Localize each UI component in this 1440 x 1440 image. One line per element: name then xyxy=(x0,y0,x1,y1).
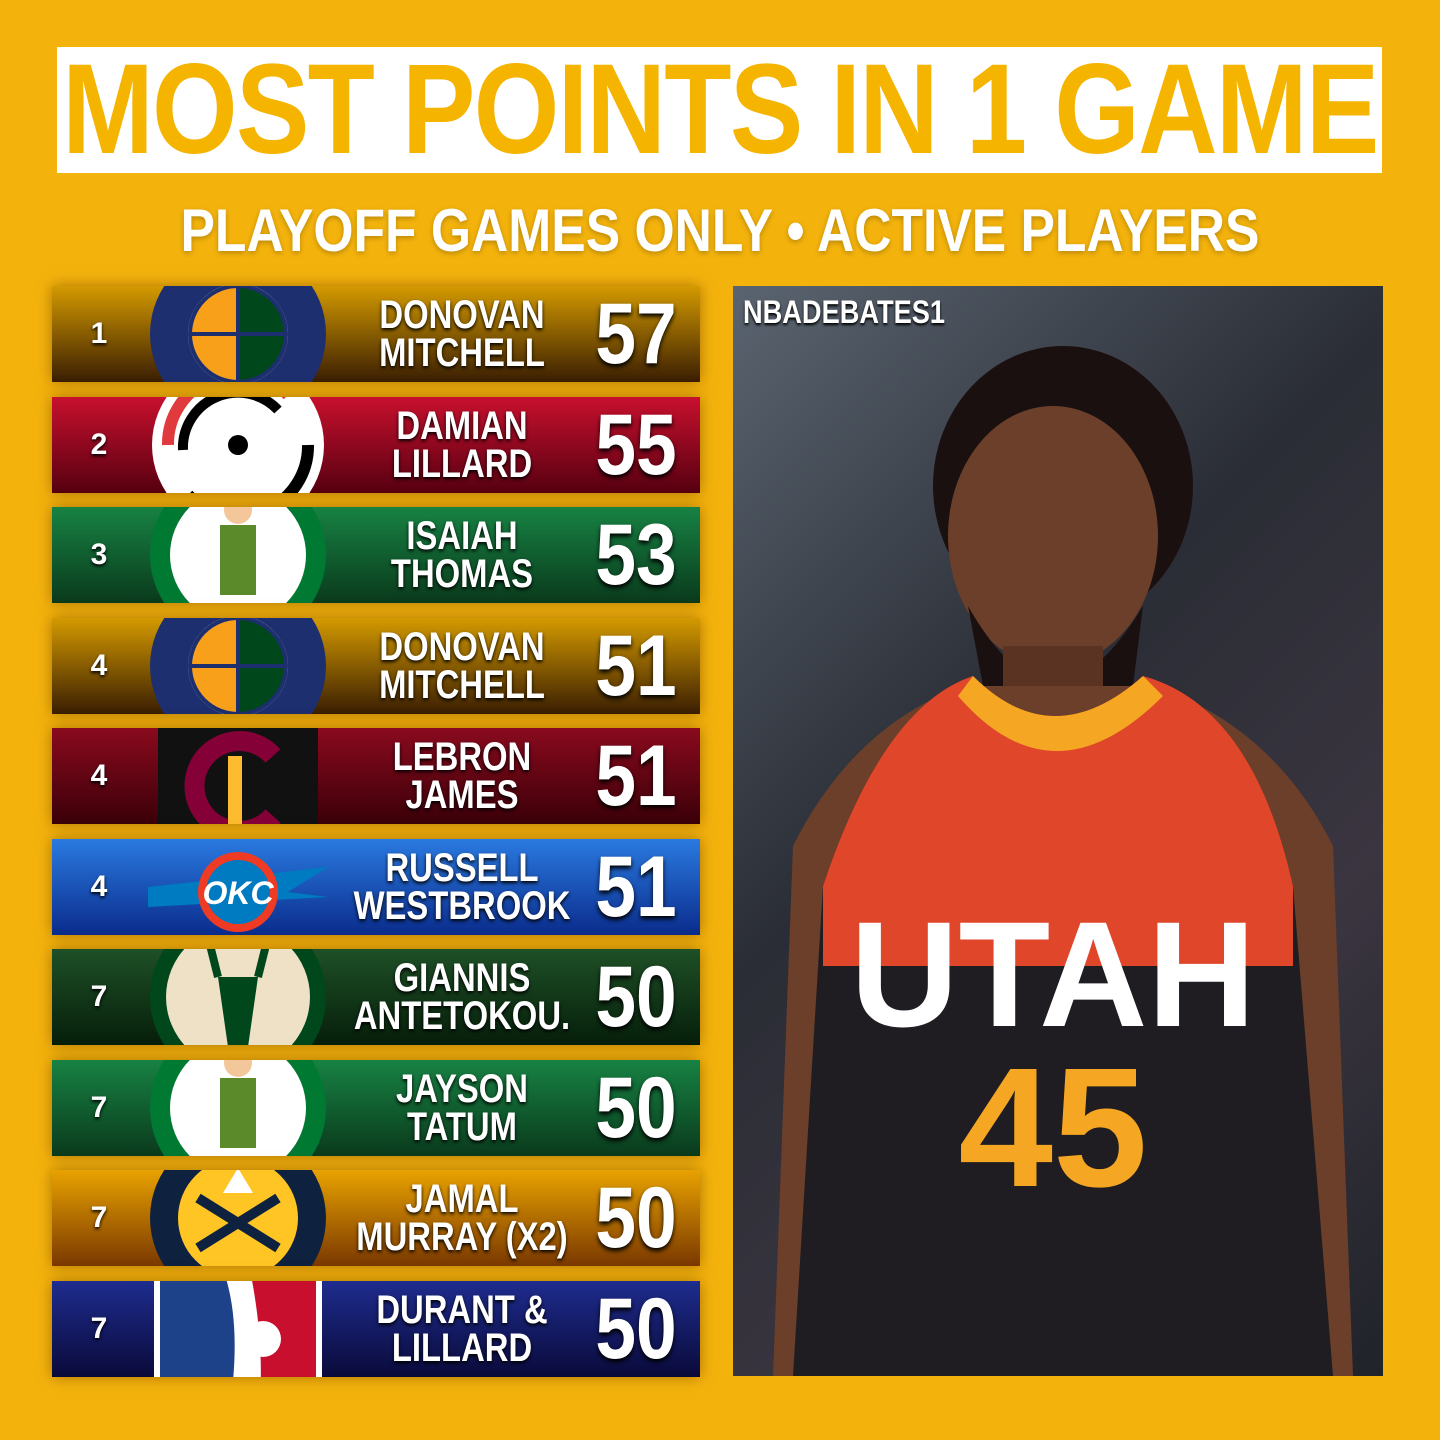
ranking-row: 7 GIANNIS ANTETOKOU. 50 xyxy=(52,949,700,1045)
points: 51 xyxy=(595,617,677,714)
points: 57 xyxy=(595,286,677,382)
rank: 1 xyxy=(90,317,108,350)
name-line-2: ANTETOKOU. xyxy=(353,994,571,1038)
player-name: LEBRON JAMES xyxy=(364,736,561,816)
points: 50 xyxy=(595,949,677,1045)
name-line-2: THOMAS xyxy=(390,552,534,596)
ranking-row: 1 DONOVAN MITCHELL 57 xyxy=(52,286,700,382)
name-line-1: LEBRON xyxy=(392,735,532,779)
player-name: ISAIAH THOMAS xyxy=(364,515,561,595)
celtics-logo-icon xyxy=(150,1059,326,1156)
name-line-1: ISAIAH xyxy=(406,514,518,558)
ranking-row: 7 DURANT & LILLARD 50 xyxy=(52,1280,700,1377)
name-line-1: JAMAL xyxy=(405,1177,519,1221)
player-name: JAMAL MURRAY (X2) xyxy=(356,1177,567,1258)
page-subtitle: PLAYOFF GAMES ONLY • ACTIVE PLAYERS xyxy=(180,197,1260,264)
player-photo: UTAH 45 NBADEBATES1 xyxy=(733,286,1383,1376)
rank: 7 xyxy=(90,980,108,1013)
name-line-2: JAMES xyxy=(405,773,519,817)
page-title: MOST POINTS IN 1 GAME xyxy=(61,47,1379,173)
bucks-logo-icon xyxy=(150,949,326,1045)
nba-logo-icon xyxy=(154,1280,322,1377)
ranking-row: 3 ISAIAH THOMAS 53 xyxy=(52,507,700,603)
name-line-2: LILLARD xyxy=(391,1325,533,1370)
name-line-1: DONOVAN xyxy=(379,293,545,337)
player-name: GIANNIS ANTETOKOU. xyxy=(354,956,570,1037)
nuggets-logo-icon xyxy=(150,1170,326,1266)
jazz-logo-icon xyxy=(150,286,326,382)
name-line-1: GIANNIS xyxy=(393,956,531,1000)
points: 51 xyxy=(595,838,677,935)
player-name: DONOVAN MITCHELL xyxy=(364,626,561,706)
watermark: NBADEBATES1 xyxy=(743,294,946,330)
rank: 7 xyxy=(90,1201,108,1234)
points: 51 xyxy=(595,728,677,824)
name-line-2: MITCHELL xyxy=(379,331,545,375)
name-line-1: RUSSELL xyxy=(385,845,539,890)
ranking-row: 4 OKC RUSSELL WESTBROOK 51 xyxy=(52,838,700,935)
points: 50 xyxy=(595,1280,677,1377)
player-illustration: UTAH 45 xyxy=(773,346,1353,1376)
rank: 4 xyxy=(90,759,108,792)
rank: 7 xyxy=(90,1311,108,1345)
celtics-logo-icon xyxy=(150,507,326,603)
rank: 7 xyxy=(90,1090,108,1124)
name-line-2: MITCHELL xyxy=(379,662,545,707)
player-name: DURANT & LILLARD xyxy=(364,1289,561,1369)
points: 50 xyxy=(595,1170,677,1266)
rank: 3 xyxy=(90,538,108,571)
name-line-1: DAMIAN xyxy=(396,403,528,448)
points: 50 xyxy=(595,1059,677,1156)
name-line-2: MURRAY (X2) xyxy=(356,1215,568,1259)
ranking-row: 7 JAYSON TATUM 50 xyxy=(52,1059,700,1156)
jersey-text: UTAH xyxy=(850,890,1255,1058)
svg-text:OKC: OKC xyxy=(202,875,274,911)
ranking-row: 2 DAMIAN LILLARD 55 xyxy=(52,396,700,493)
name-line-2: TATUM xyxy=(407,1104,517,1149)
ranking-row: 4 DONOVAN MITCHELL 51 xyxy=(52,617,700,714)
jazz-logo-icon xyxy=(150,617,326,714)
player-name: JAYSON TATUM xyxy=(364,1068,561,1148)
blazers-logo-icon xyxy=(152,396,324,493)
name-line-1: DONOVAN xyxy=(379,624,545,669)
cavaliers-logo-icon xyxy=(158,728,318,824)
points: 55 xyxy=(595,396,677,493)
name-line-2: LILLARD xyxy=(391,441,533,486)
ranking-row: 4 LEBRON JAMES 51 xyxy=(52,728,700,824)
title-banner: MOST POINTS IN 1 GAME xyxy=(57,47,1382,173)
ranking-row: 7 JAMAL MURRAY (X2) 50 xyxy=(52,1170,700,1266)
name-line-1: JAYSON xyxy=(396,1066,528,1111)
jersey-number: 45 xyxy=(958,1033,1147,1223)
rank: 2 xyxy=(90,427,108,461)
player-name: RUSSELL WESTBROOK xyxy=(354,845,571,927)
rank: 4 xyxy=(90,869,108,903)
thunder-logo-icon: OKC xyxy=(148,851,328,932)
player-name: DAMIAN LILLARD xyxy=(364,405,561,485)
rank: 4 xyxy=(90,648,108,682)
name-line-1: DURANT & xyxy=(376,1287,548,1332)
name-line-2: WESTBROOK xyxy=(353,883,571,928)
points: 53 xyxy=(595,507,677,603)
player-name: DONOVAN MITCHELL xyxy=(364,294,561,374)
